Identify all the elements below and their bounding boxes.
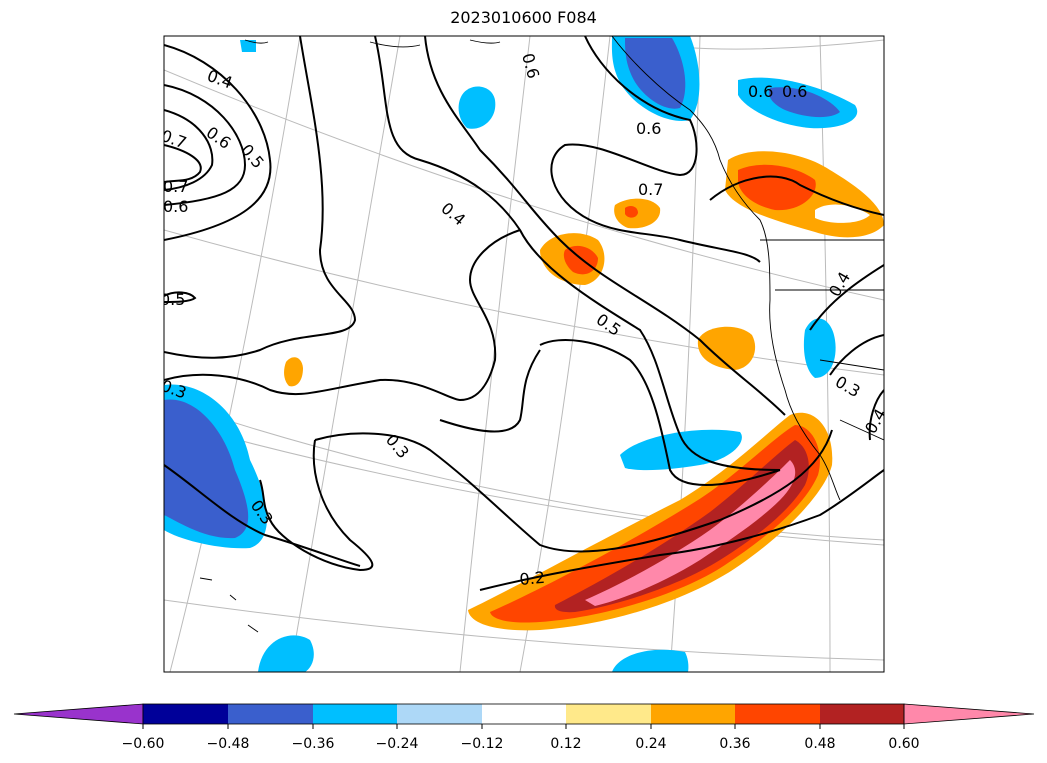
contour-label: 0.3 — [832, 372, 864, 401]
colorbar-segment — [313, 704, 397, 724]
contour-label: 0.6 — [748, 82, 773, 101]
contour-label: 0.6 — [518, 51, 543, 81]
blue-region-south — [612, 649, 689, 672]
colorbar-segment — [820, 704, 904, 724]
colorbar-segment — [651, 704, 735, 724]
colorbar-segment — [13, 703, 144, 725]
pink-band — [585, 460, 796, 606]
colorbar-segment — [228, 704, 313, 724]
white-hole-ne — [815, 204, 870, 223]
contour-label: 0.6 — [782, 82, 807, 101]
colorbar-frame — [142, 703, 905, 725]
plot-title: 2023010600 F084 — [450, 8, 597, 27]
contour-label: 0.4 — [437, 199, 469, 230]
redorange-band — [490, 425, 820, 623]
colorbar-tick-label: 0.48 — [804, 736, 835, 752]
colorbar-segment — [903, 703, 1035, 725]
blue-region-gulf — [458, 86, 496, 129]
contour-label: 0.7 — [159, 126, 189, 153]
map-frame — [163, 35, 885, 673]
royal-region-alaska — [625, 38, 686, 109]
colorbar-tick-label: −0.60 — [122, 736, 165, 752]
colorbar-tick-label: 0.24 — [635, 736, 666, 752]
colorbar-tick-label: 0.60 — [888, 736, 919, 752]
contour-label: 0.2 — [519, 568, 546, 589]
blue-region-hawaii — [258, 635, 314, 672]
contour-label: 0.7 — [163, 177, 188, 196]
negative-anomalies — [164, 36, 858, 672]
colorbar-tick-label: −0.12 — [461, 736, 504, 752]
orange-region-mid3 — [697, 326, 756, 370]
colorbar-segment — [482, 704, 566, 724]
redorange-region-ne — [738, 164, 816, 211]
colorbar-segment — [143, 704, 228, 724]
colorbar-segment — [566, 704, 651, 724]
royal-region-ne — [768, 87, 840, 118]
contour-label: 0.5 — [160, 290, 185, 309]
contour-label: 0.4 — [861, 405, 890, 437]
colorbar-segment — [397, 704, 482, 724]
blue-region-top — [240, 40, 256, 52]
coastlines — [199, 36, 884, 633]
map-area: 0.4 0.5 0.6 0.7 0.7 0.6 0.5 0.3 0.3 0.3 … — [159, 36, 890, 672]
blue-region-mid — [620, 429, 742, 471]
redorange-region-mid2 — [625, 205, 638, 218]
graticule — [164, 36, 884, 672]
positive-anomalies — [284, 151, 884, 631]
colorbar-segment — [735, 704, 820, 724]
contour-label: 0.6 — [636, 119, 661, 138]
colorbar-tick-labels: −0.60 −0.48 −0.36 −0.24 −0.12 0.12 0.24 … — [122, 736, 920, 752]
colorbar-tick-label: −0.24 — [376, 736, 419, 752]
contour-label: 0.6 — [163, 197, 188, 216]
colorbar-tick-label: −0.36 — [292, 736, 335, 752]
colorbar-ticks — [142, 724, 905, 729]
royal-region-west — [164, 399, 249, 539]
contours — [164, 36, 884, 591]
colorbar-tick-label: 0.12 — [550, 736, 581, 752]
contour-label: 0.6 — [203, 123, 235, 153]
contour-label: 0.7 — [638, 180, 663, 199]
contour-label: 0.4 — [825, 268, 854, 300]
blue-region-coast — [803, 318, 836, 378]
darkred-band — [554, 440, 809, 613]
redorange-region-mid1 — [563, 245, 598, 275]
colorbar-tick-label: −0.48 — [207, 736, 250, 752]
colorbar-tick-label: 0.36 — [719, 736, 750, 752]
orange-region-west — [284, 357, 303, 387]
colorbar: −0.60 −0.48 −0.36 −0.24 −0.12 0.12 0.24 … — [13, 703, 1035, 752]
